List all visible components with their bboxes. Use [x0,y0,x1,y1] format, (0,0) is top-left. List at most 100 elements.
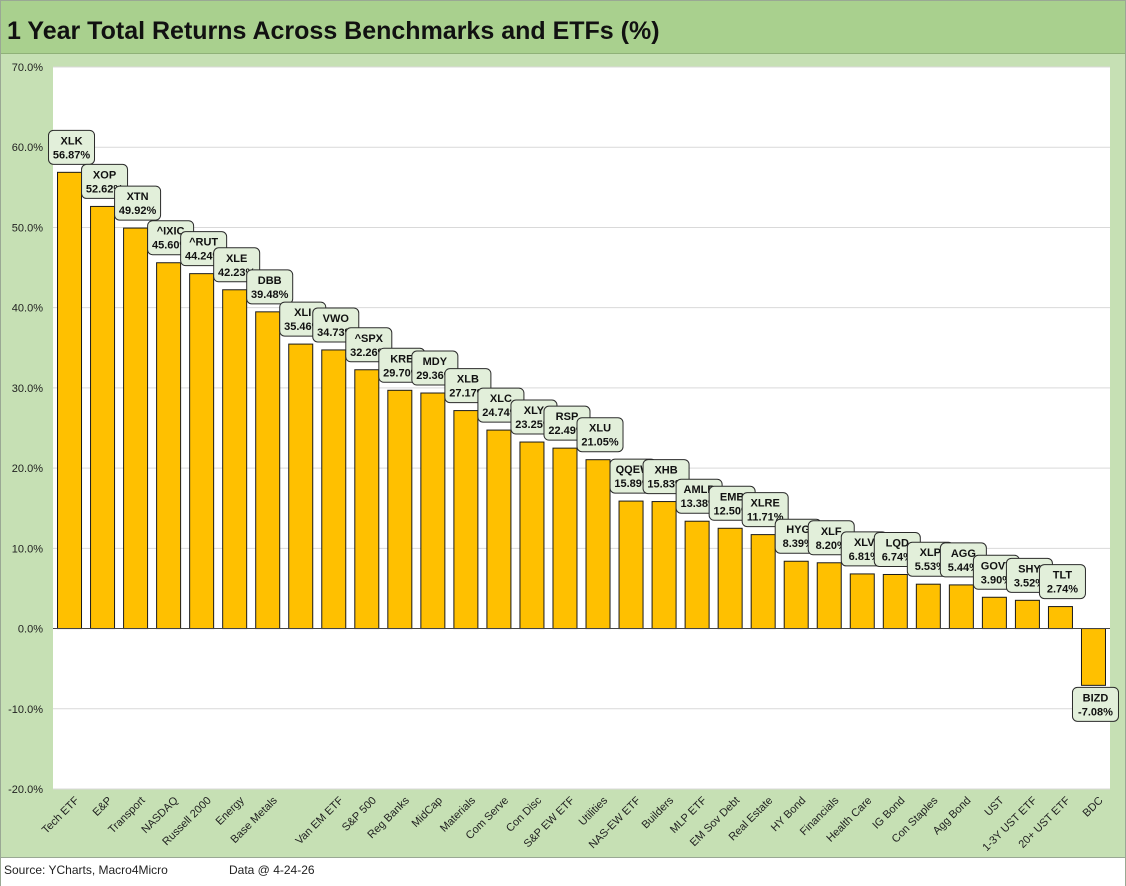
bar [981,596,1007,630]
data-label: 21.05% [581,437,619,449]
ticker-label: XLY [524,405,545,417]
x-tick-label: E&P [91,795,115,819]
data-label: 34.73% [317,327,355,339]
data-label: 27.17% [449,388,487,400]
y-tick-label: 20.0% [12,463,43,475]
data-label: 5.53% [915,561,946,573]
data-label: 39.48% [251,289,289,301]
ticker-label: TLT [1053,570,1073,582]
bar [915,583,941,630]
ticker-label: LQD [886,537,909,549]
x-tick-label: Tech ETF [40,794,82,836]
bar [123,227,149,630]
data-label: 13.38% [680,498,718,510]
ticker-label: KRE [390,353,413,365]
data-label: 8.39% [783,538,814,550]
ticker-label: QQEW [616,464,651,476]
bar-chart: -20.0% -10.0% 0.0% 10.0% 20.0% 30.0% 40.0% 50.0… [8,62,1119,854]
data-label-box [1038,564,1086,600]
x-tick-label: BDC [1081,795,1106,820]
ticker-label: ^SPX [355,333,384,345]
y-tick-label: 0.0% [18,624,43,636]
chart-title: 1 Year Total Returns Across Benchmarks a… [7,17,660,45]
bar [618,500,644,630]
bar [816,562,842,630]
data-label: 3.52% [1014,577,1045,589]
bar [57,171,83,630]
ticker-label: XHB [654,465,677,477]
ticker-label: GOVT [981,560,1012,572]
ticker-label: XLU [589,423,611,435]
data-label: 2.74% [1047,584,1078,596]
ticker-label: AGG [951,548,976,560]
bar [519,441,545,630]
bar [453,410,479,630]
bar [1080,628,1106,686]
data-label-box [246,269,294,305]
y-tick-label: -20.0% [8,784,43,796]
data-label-box [114,185,162,221]
y-tick-label: 30.0% [12,383,43,395]
data-label: 49.92% [119,205,157,217]
data-label: 15.83% [647,479,685,491]
data-label: 52.62% [86,183,124,195]
ticker-label: XLI [294,307,311,319]
data-label: 12.50% [713,505,751,517]
bar [387,389,413,630]
bar [651,501,677,630]
ticker-label: MDY [423,356,448,368]
data-label: 35.46% [284,321,322,333]
data-label: 32.26% [350,347,388,359]
data-label: 45.60% [152,240,190,252]
y-tick-label: -10.0% [8,704,43,716]
data-label: 29.70% [383,367,421,379]
data-label: 5.44% [948,562,979,574]
bar [1047,606,1073,630]
y-tick-label: 50.0% [12,222,43,234]
title-bar: 1 Year Total Returns Across Benchmarks a… [1,1,1125,54]
ticker-label: XLB [457,374,479,386]
ticker-label: BIZD [1083,692,1109,704]
data-label-box [1071,686,1119,722]
bar [90,205,116,630]
x-tick-label: Van EM ETF [293,794,346,847]
data-label-box [576,417,624,453]
data-label: 11.71% [747,512,784,524]
ticker-label: XLRE [751,498,780,510]
ticker-label: XLK [61,135,83,147]
ticker-label: SHY [1018,563,1041,575]
data-date: Data @ 4-24-26 [229,863,315,877]
bar [486,429,512,630]
y-tick-label: 60.0% [12,142,43,154]
bar [1014,599,1040,630]
ticker-label: XLF [821,526,842,538]
footer: Source: YCharts, Macro4Micro Data @ 4-24… [1,857,1125,886]
bar [156,262,182,630]
bar [882,573,908,630]
data-label: 3.90% [981,574,1012,586]
ticker-label: XOP [93,169,116,181]
ticker-label: XLE [226,253,247,265]
ticker-label: DBB [258,275,282,287]
ticker-label: VWO [323,313,350,325]
ticker-label: XLC [490,393,512,405]
data-label: -7.08% [1078,706,1113,718]
data-label: 22.49% [548,425,586,437]
source-note: Source: YCharts, Macro4Micro [4,863,168,877]
bar [717,527,743,630]
data-label: 23.25% [515,419,553,431]
bar [222,289,248,630]
bar [750,534,776,630]
ticker-label: EMB [720,491,745,503]
bar [684,520,710,630]
data-label: 8.20% [816,540,847,552]
bar [255,311,281,630]
data-label: 56.87% [53,149,91,161]
data-label-box [48,129,96,165]
y-tick-label: 40.0% [12,303,43,315]
bar [189,273,215,630]
data-label: 44.24% [185,251,223,263]
bar [783,560,809,630]
ticker-label: XLP [920,547,941,559]
